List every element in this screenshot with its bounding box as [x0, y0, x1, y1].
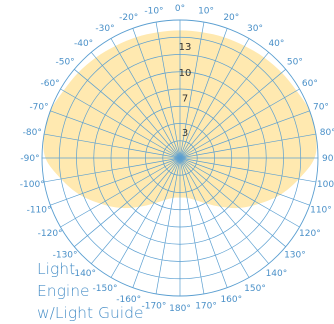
grid-spoke — [179, 157, 205, 294]
angle-label: 90° — [322, 154, 334, 164]
angle-label: -20° — [119, 13, 138, 23]
radial-label: 7 — [182, 94, 188, 105]
angle-label: 110° — [310, 205, 332, 215]
angle-label: 100° — [317, 180, 334, 190]
radial-label: 13 — [179, 42, 192, 53]
grid-spoke — [155, 22, 181, 159]
caption-line-1: Light — [37, 260, 76, 278]
angle-label: -70° — [29, 103, 48, 113]
angle-label: 170° — [195, 302, 217, 312]
grid-spoke — [50, 110, 181, 159]
angle-label: 140° — [266, 269, 288, 279]
angle-label: 160° — [220, 295, 242, 305]
grid-spoke — [179, 28, 228, 159]
grid-spoke — [179, 157, 228, 288]
radial-label: 3 — [182, 128, 188, 139]
angle-label: -40° — [74, 39, 93, 49]
grid-spoke — [179, 157, 286, 247]
caption: Light Engine w/Light Guide — [37, 258, 144, 324]
angle-label: 180° — [169, 304, 191, 314]
grid-spoke — [155, 157, 181, 294]
angle-label: -140° — [71, 269, 96, 279]
grid-spoke — [179, 157, 250, 278]
grid-spoke — [74, 157, 181, 247]
angle-label: 130° — [284, 250, 306, 260]
grid-spoke — [60, 88, 181, 159]
angle-label: 20° — [223, 13, 239, 23]
angle-label: 30° — [247, 24, 263, 34]
radial-label: 10 — [179, 68, 192, 79]
grid-spoke — [132, 28, 181, 159]
grid-spoke — [110, 157, 181, 278]
grid-spoke — [179, 38, 250, 159]
angle-label: -120° — [38, 229, 63, 239]
caption-line-2: Engine — [37, 282, 90, 300]
angle-label: 40° — [268, 39, 284, 49]
angle-label: 80° — [320, 128, 334, 138]
grid-spoke — [74, 69, 181, 159]
grid-spoke — [179, 22, 205, 159]
grid-spoke — [50, 157, 181, 206]
angle-label: -100° — [20, 180, 45, 190]
angle-label: 150° — [244, 284, 266, 294]
grid-spoke — [132, 157, 181, 288]
angle-label: -150° — [93, 284, 118, 294]
grid-spoke — [179, 157, 300, 228]
angle-label: 0° — [175, 4, 185, 14]
angle-label: -130° — [53, 250, 78, 260]
angle-label: -50° — [55, 58, 74, 68]
angle-label: -60° — [40, 79, 59, 89]
grid-spoke — [179, 157, 316, 183]
angle-label: -160° — [116, 295, 141, 305]
grid-spoke — [179, 88, 300, 159]
angle-label: 50° — [287, 58, 303, 68]
angle-label: -170° — [141, 302, 166, 312]
grid-spoke — [179, 110, 310, 159]
grid-spoke — [179, 157, 310, 206]
angle-label: -110° — [27, 205, 52, 215]
grid-spoke — [179, 52, 269, 159]
angle-label: 60° — [302, 79, 318, 89]
grid-spoke — [91, 157, 181, 264]
grid-spoke — [60, 157, 181, 228]
angle-label: -10° — [144, 6, 163, 16]
grid-spoke — [179, 69, 286, 159]
grid-spoke — [91, 52, 181, 159]
angle-label: 120° — [299, 229, 321, 239]
grid-spoke — [110, 38, 181, 159]
grid-spoke — [44, 133, 181, 159]
angle-label: 10° — [198, 6, 214, 16]
grid-spoke — [44, 157, 181, 183]
angle-label: 70° — [313, 103, 329, 113]
caption-line-3: w/Light Guide — [37, 304, 144, 322]
angle-label: -90° — [20, 154, 39, 164]
grid-spoke — [179, 157, 269, 264]
angle-label: -80° — [23, 128, 42, 138]
grid-spoke — [179, 133, 316, 159]
angle-label: -30° — [95, 24, 114, 34]
